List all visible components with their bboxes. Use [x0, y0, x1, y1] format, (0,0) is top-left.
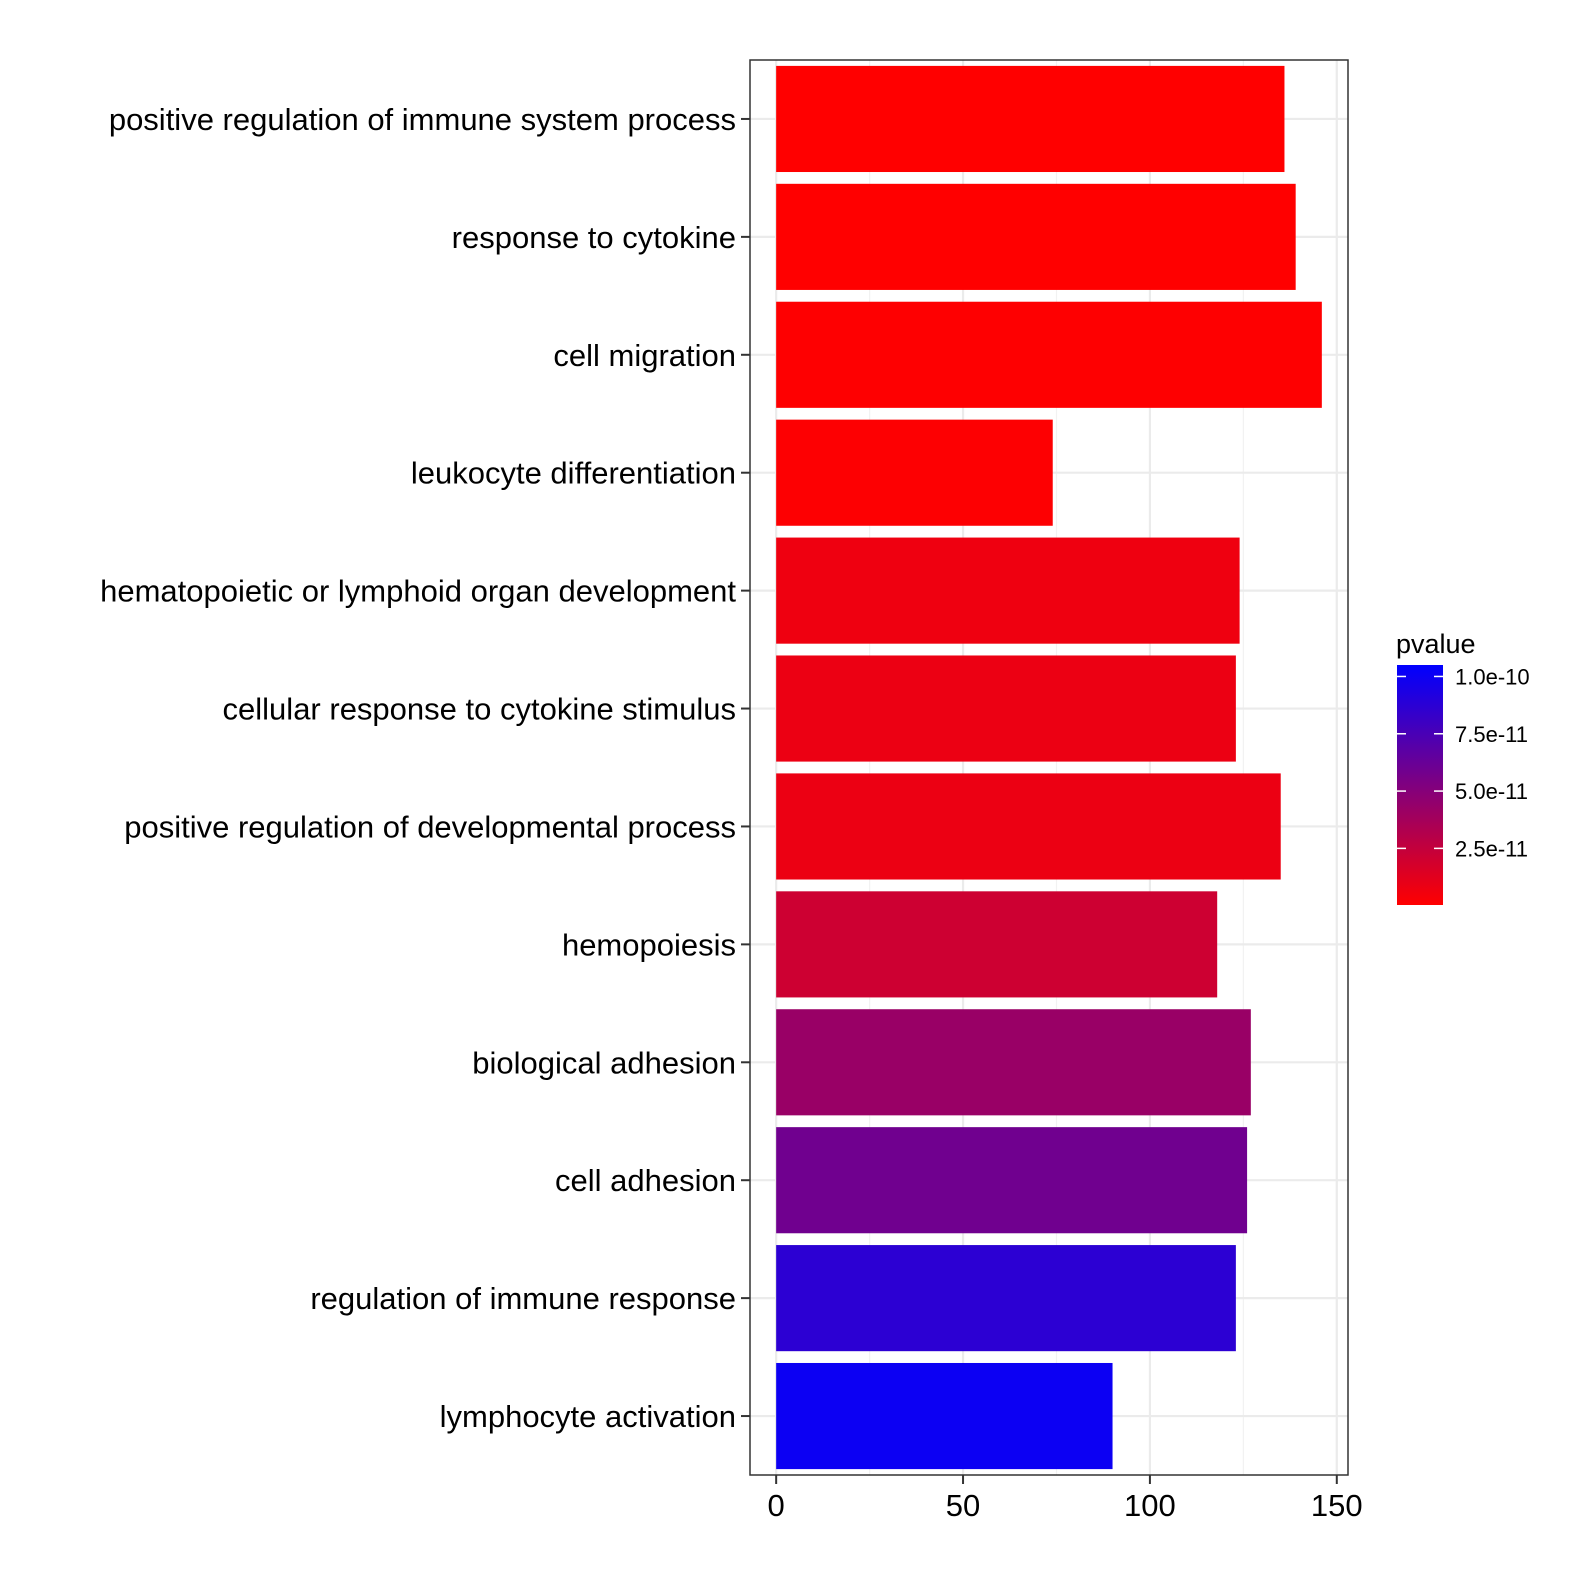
legend: pvalue 1.0e-10 7.5e-11 5.0e-11 2.5e-11: [1396, 629, 1530, 905]
legend-colorbar: [1397, 665, 1443, 905]
y-tick-label: cell adhesion: [555, 1163, 736, 1198]
y-tick-label: cell migration: [553, 338, 736, 373]
x-tick-label: 50: [946, 1488, 980, 1523]
bars: [776, 65, 1322, 1470]
bar: [776, 65, 1285, 173]
plot-panel-border: [749, 59, 1349, 1476]
y-tick-label: response to cytokine: [452, 220, 736, 255]
y-tick-label: biological adhesion: [472, 1045, 736, 1080]
x-tick-label: 0: [768, 1488, 785, 1523]
y-tick-label: hematopoietic or lymphoid organ developm…: [100, 574, 736, 609]
bar: [776, 773, 1281, 880]
bar: [776, 1362, 1113, 1470]
bar: [776, 655, 1236, 762]
y-tick-label: leukocyte differentiation: [411, 456, 736, 491]
y-tick-label: hemopoiesis: [562, 927, 736, 962]
bar: [776, 891, 1218, 998]
y-tick-label: positive regulation of immune system pro…: [109, 102, 736, 137]
x-axis: 0 50 100 150: [768, 1475, 1363, 1523]
x-tick-label: 100: [1124, 1488, 1176, 1523]
bar: [776, 183, 1296, 290]
bar: [776, 301, 1322, 408]
bar: [776, 419, 1053, 526]
x-tick-label: 150: [1311, 1488, 1363, 1523]
legend-tick-label: 1.0e-10: [1455, 664, 1530, 689]
legend-tick-label: 7.5e-11: [1455, 722, 1528, 747]
legend-title: pvalue: [1396, 629, 1476, 659]
y-axis: positive regulation of immune system pro…: [100, 102, 750, 1434]
y-tick-label: regulation of immune response: [310, 1281, 736, 1316]
legend-tick-label: 2.5e-11: [1455, 836, 1528, 861]
bar: [776, 537, 1240, 644]
y-tick-label: lymphocyte activation: [440, 1399, 736, 1434]
legend-tick-label: 5.0e-11: [1455, 779, 1528, 804]
bar: [776, 1009, 1251, 1116]
y-tick-label: positive regulation of developmental pro…: [124, 809, 736, 844]
bar: [776, 1127, 1248, 1234]
y-tick-label: cellular response to cytokine stimulus: [223, 692, 736, 727]
plot-panel-background: [750, 60, 1348, 1475]
legend-ticks: 1.0e-10 7.5e-11 5.0e-11 2.5e-11: [1397, 664, 1530, 861]
bar: [776, 1245, 1236, 1352]
